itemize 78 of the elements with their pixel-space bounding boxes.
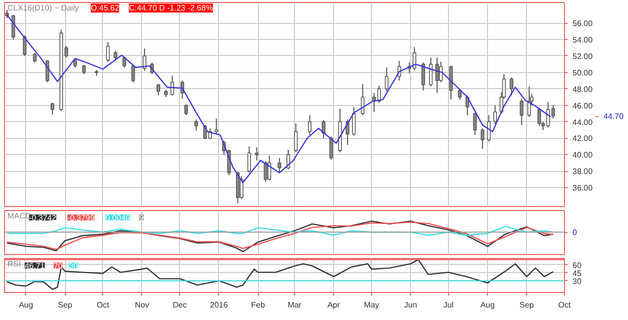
x-tick-label: Dec: [172, 300, 187, 310]
candlestick: [194, 118, 198, 132]
candlestick: [247, 146, 251, 174]
candlestick: [240, 176, 244, 200]
candlestick: [435, 57, 439, 94]
candlestick: [32, 52, 37, 64]
candlestick: [142, 48, 146, 72]
x-tick-label: Apr: [327, 300, 340, 310]
y-tick-label: 45: [572, 268, 582, 278]
y-tick-label: 50.00: [572, 68, 594, 78]
annotation: 30: [68, 262, 78, 270]
x-tick-label: Sep: [520, 300, 534, 310]
annotation: 0.0046: [106, 214, 131, 222]
x-tick-label: Aug: [18, 300, 34, 310]
text: 44.70: [604, 112, 624, 122]
x-tick-label: Oct: [558, 300, 572, 310]
annotation: 9: [139, 214, 144, 222]
candlestick: [449, 65, 453, 100]
candlestick: [329, 136, 333, 160]
candlestick: [131, 64, 135, 83]
y-tick-label: 54.00: [572, 36, 594, 45]
y-tick-label: 48.00: [572, 84, 594, 94]
candlestick: [214, 118, 218, 135]
candlestick: [170, 75, 174, 96]
candlestick: [480, 128, 484, 150]
candlestick: [537, 107, 542, 126]
candlestick: [156, 83, 160, 96]
x-tick-label: Jul: [443, 300, 454, 310]
y-tick-label: 38.00: [572, 167, 594, 176]
candlestick: [22, 34, 26, 56]
y-tick-label: 30: [572, 276, 582, 286]
candlestick: [360, 83, 364, 116]
annotation: -0.3742: [29, 214, 57, 222]
candlestick: [294, 122, 298, 153]
candlestick: [50, 102, 54, 115]
annotation: -0.3799: [67, 214, 95, 222]
candlestick: [520, 98, 524, 126]
y-tick-label: 40.00: [572, 150, 594, 160]
candlestick: [473, 112, 477, 136]
y-tick-label: 44.00: [572, 118, 594, 127]
text: 0: [572, 228, 578, 238]
x-tick-label: Aug: [480, 300, 495, 310]
y-tick-label: 52.00: [572, 52, 594, 61]
candlestick: [254, 146, 259, 161]
candlestick: [82, 64, 86, 75]
x-tick-label: Sep: [58, 300, 73, 310]
x-tick-label: Nov: [134, 300, 150, 310]
candlestick: [458, 88, 462, 100]
candlestick: [352, 106, 356, 136]
y-tick-label: 46.00: [572, 101, 594, 110]
x-tick-label: Mar: [288, 300, 302, 310]
candlestick: [308, 114, 312, 136]
candlestick: [106, 41, 110, 62]
x-tick-label: Oct: [96, 300, 110, 310]
annotation: 46.71: [24, 262, 46, 270]
candlestick: [421, 62, 426, 92]
candlestick: [493, 104, 497, 125]
x-tick-label: Jun: [404, 300, 418, 310]
candlestick: [510, 76, 514, 96]
x-tick-label: 2016: [210, 300, 228, 310]
candlestick: [184, 104, 188, 116]
annotation: 70: [54, 262, 64, 270]
y-tick-label: 36.00: [572, 184, 594, 193]
y-tick-label: 42.00: [572, 134, 594, 144]
candlestick: [429, 57, 433, 87]
candlestick: [278, 157, 282, 174]
x-tick-label: Feb: [251, 300, 266, 310]
chart-title: CLX16(D10) ~ Daily: [8, 4, 79, 12]
candlestick: [264, 160, 268, 182]
chart-title: RSI: [8, 260, 21, 268]
candlestick: [384, 66, 388, 92]
line-series: [6, 258, 554, 290]
y-tick-label: 56.00: [572, 19, 594, 28]
candlestick: [487, 114, 491, 142]
y-tick-label: 60: [572, 260, 582, 270]
annotation: O:45.62: [90, 4, 120, 12]
x-tick-label: May: [364, 300, 380, 310]
annotation: C:44.70 D -1.23 -2.68%: [128, 4, 213, 12]
